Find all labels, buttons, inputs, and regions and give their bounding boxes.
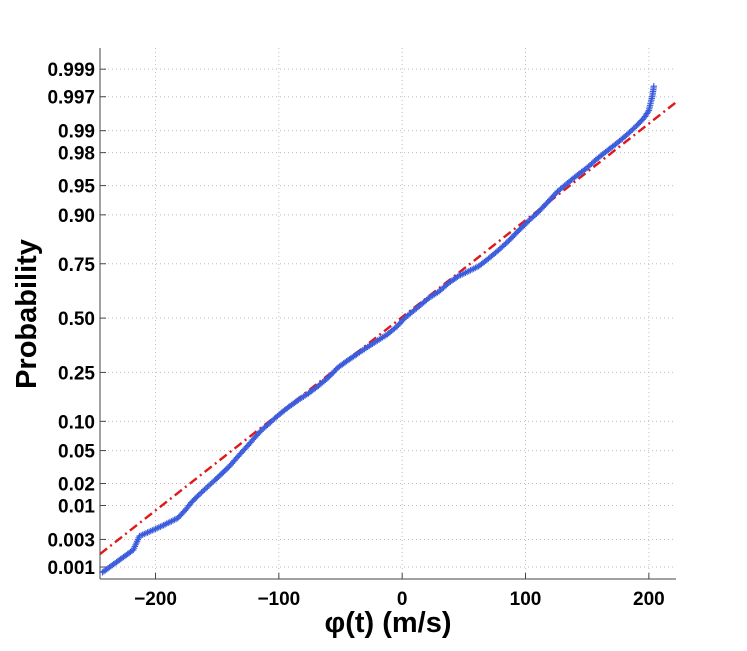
x-tick-label: 0 bbox=[397, 589, 408, 610]
data-point bbox=[166, 518, 174, 526]
grid bbox=[100, 48, 676, 579]
y-tick-label: 0.999 bbox=[47, 60, 95, 81]
y-tick-label: 0.001 bbox=[47, 558, 95, 579]
data-point bbox=[198, 489, 205, 496]
y-tick-label: 0.50 bbox=[58, 309, 95, 330]
data-points bbox=[99, 83, 657, 576]
data-point bbox=[201, 486, 208, 493]
data-point bbox=[169, 517, 177, 524]
data-point bbox=[650, 83, 657, 90]
x-tick-label: 100 bbox=[510, 589, 542, 610]
data-point bbox=[157, 523, 164, 530]
data-point bbox=[168, 518, 175, 525]
y-tick-label: 0.25 bbox=[58, 363, 95, 384]
y-tick-label: 0.90 bbox=[58, 206, 95, 227]
x-axis-label: φ(t) (m/s) bbox=[324, 607, 451, 639]
y-tick-label: 0.98 bbox=[58, 144, 95, 165]
data-point bbox=[196, 490, 204, 497]
x-tick-label: −100 bbox=[257, 589, 300, 610]
y-tick-label: 0.10 bbox=[58, 412, 95, 433]
y-tick-label: 0.75 bbox=[58, 255, 95, 276]
data-point bbox=[163, 520, 170, 527]
data-point bbox=[158, 522, 166, 530]
data-point bbox=[160, 521, 167, 529]
data-point bbox=[165, 519, 172, 527]
data-point bbox=[199, 487, 207, 495]
data-point bbox=[644, 108, 652, 116]
data-point bbox=[171, 516, 178, 523]
y-tick-label: 0.997 bbox=[47, 88, 95, 109]
y-tick-label: 0.02 bbox=[58, 475, 95, 496]
data-point bbox=[161, 521, 169, 528]
reference-fit-line bbox=[99, 101, 677, 555]
reference-line-group bbox=[99, 101, 677, 555]
x-tick-label: −200 bbox=[134, 589, 177, 610]
y-tick-label: 0.01 bbox=[58, 496, 95, 517]
y-tick-label: 0.95 bbox=[58, 177, 95, 198]
y-axis-label: Probability bbox=[11, 239, 43, 389]
ticks: −200 −100 0 100 200 0.001 0.003 0.010.02 0.05 0.1… bbox=[47, 60, 664, 610]
y-tick-label: 0.003 bbox=[47, 530, 95, 551]
y-tick-label: 0.99 bbox=[58, 122, 95, 143]
axes bbox=[99, 48, 676, 580]
data-point bbox=[195, 491, 202, 499]
x-tick-label: 200 bbox=[633, 589, 665, 610]
y-tick-label: 0.05 bbox=[58, 442, 95, 463]
